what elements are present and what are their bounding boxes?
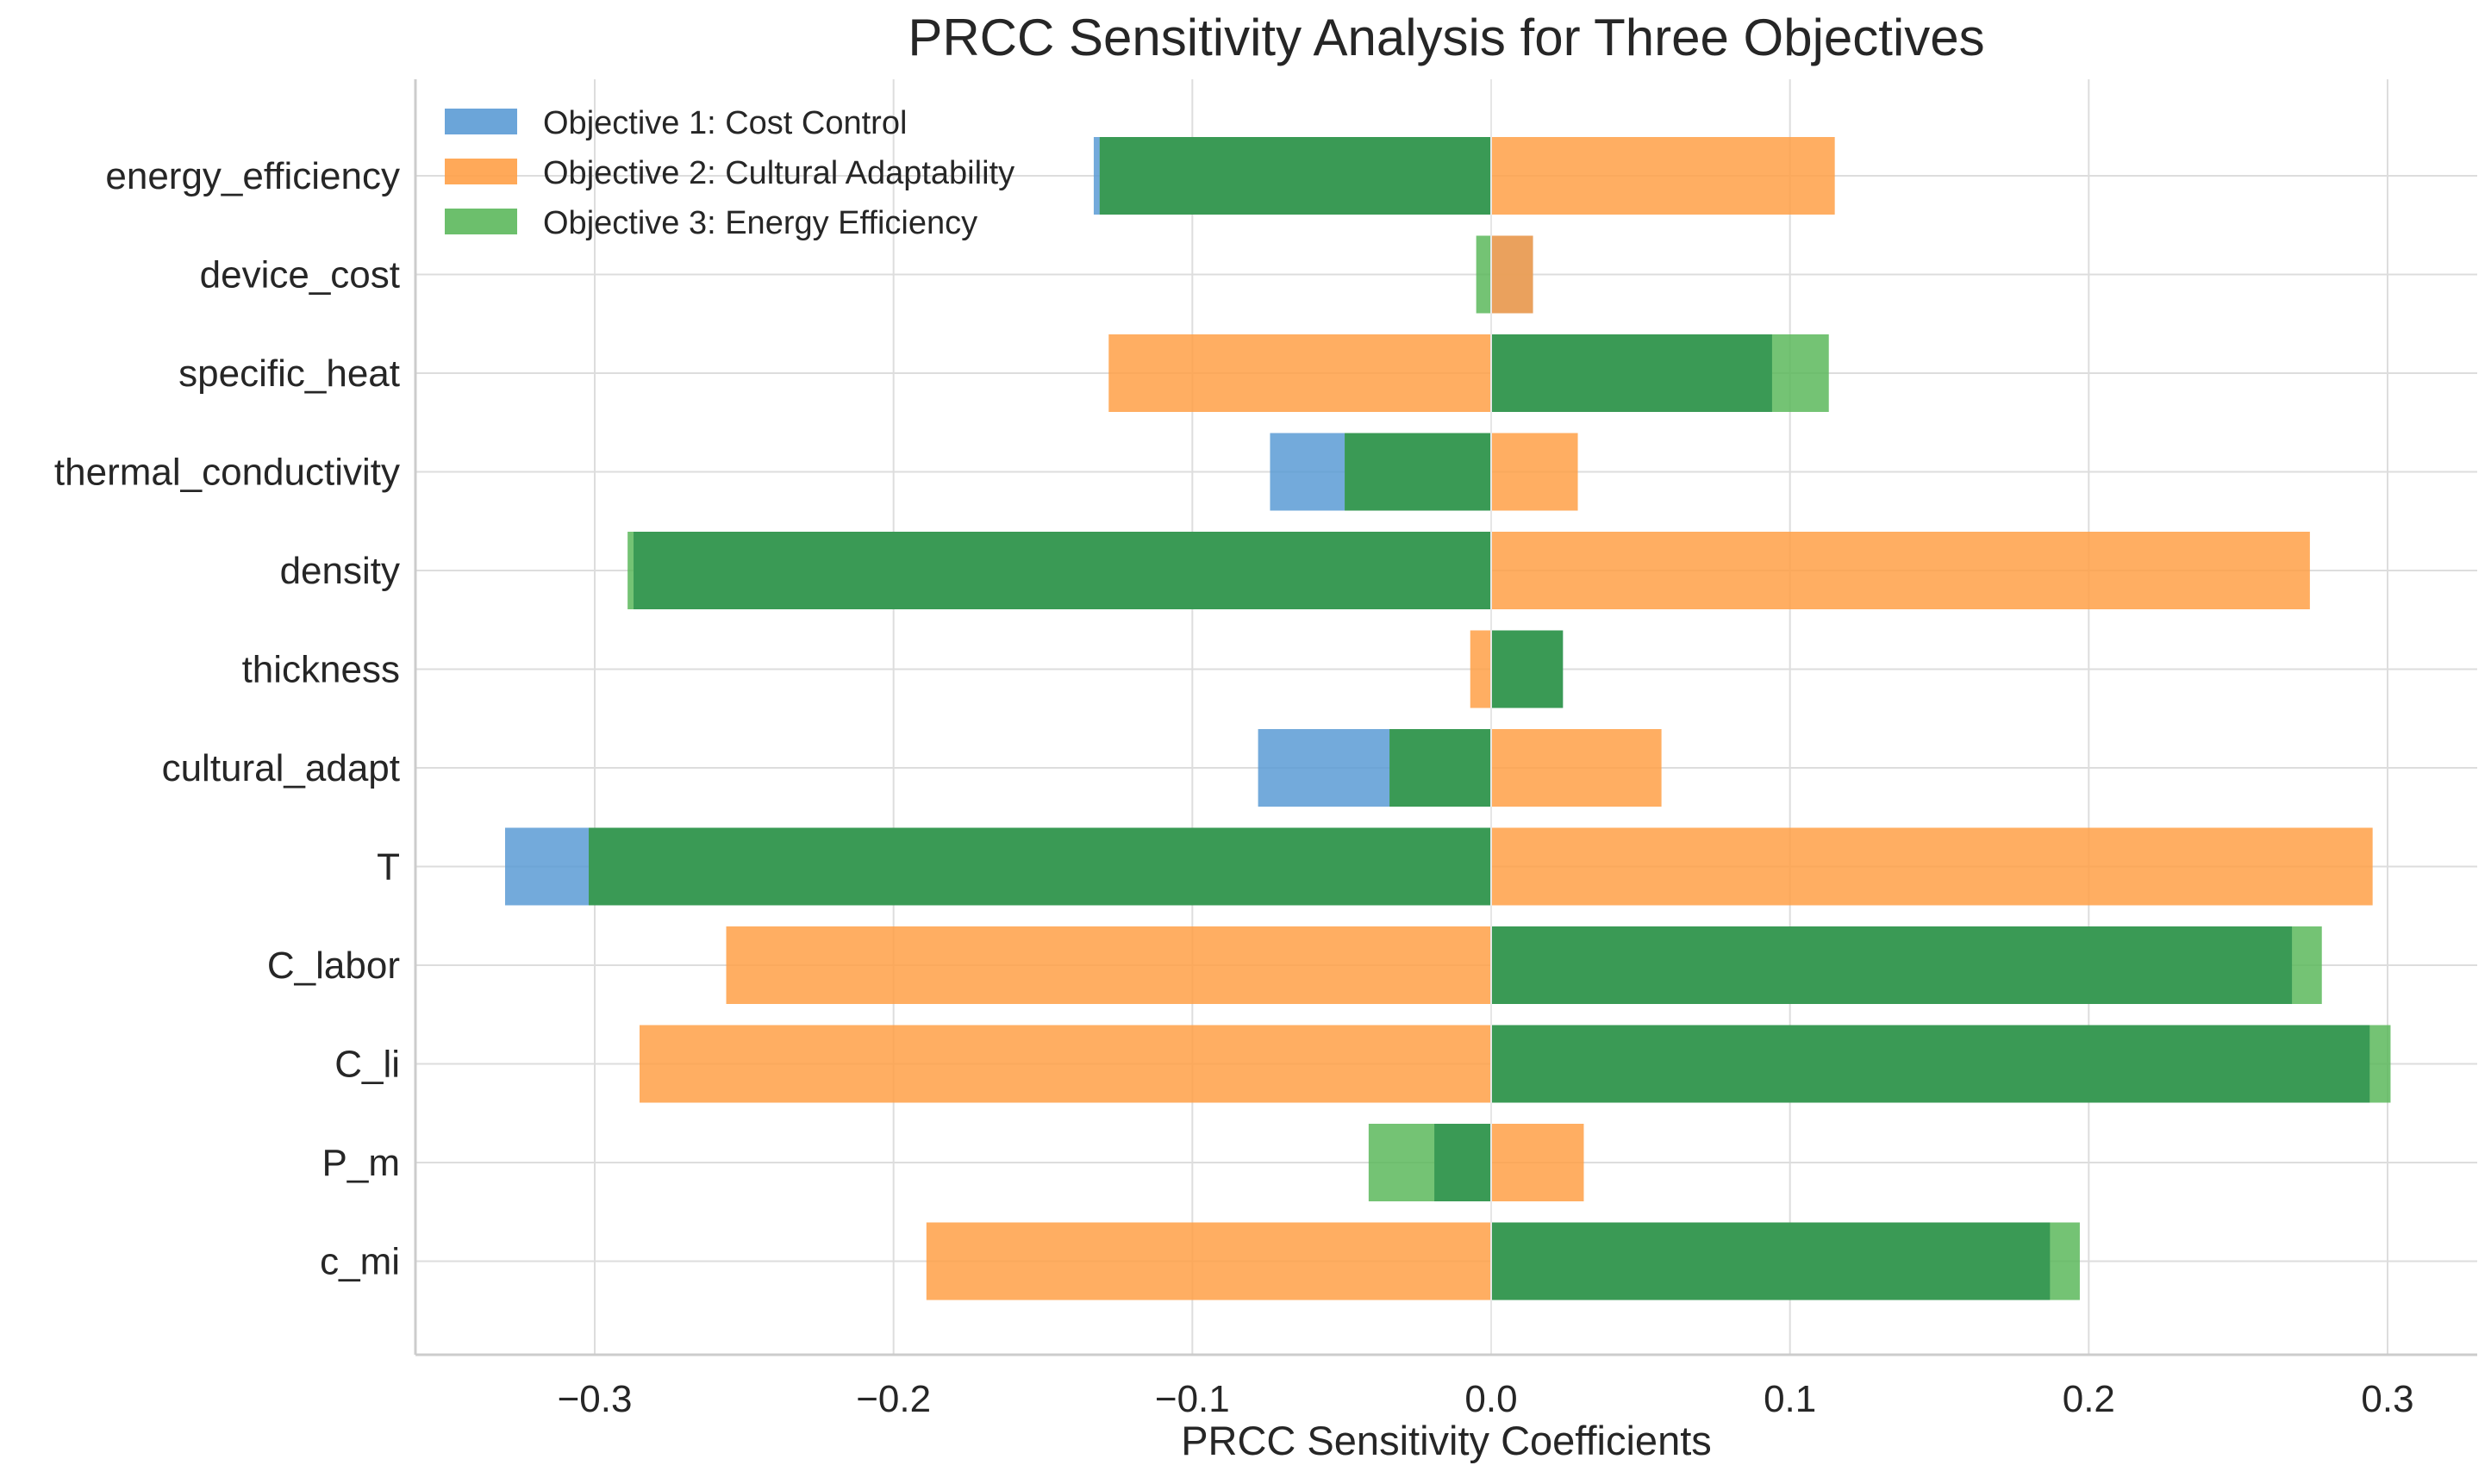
legend-swatch	[445, 109, 517, 134]
objective-overlap-bar	[1434, 1124, 1491, 1201]
legend-label: Objective 2: Cultural Adaptability	[543, 155, 1015, 191]
objective-overlap-bar	[1491, 630, 1564, 708]
objective-2-bar	[1491, 235, 1533, 314]
objective-2-bar	[1491, 137, 1835, 215]
y-tick-label: density	[280, 550, 400, 592]
y-tick-label: C_li	[334, 1044, 400, 1086]
objective-2-bar	[926, 1222, 1491, 1300]
x-tick-label: 0.2	[2063, 1378, 2115, 1420]
y-tick-label: C_labor	[267, 945, 400, 987]
axis-layer: −0.3 −0.2 −0.1 0.0 0.1 0.2 0.3 energy_efficienc…	[54, 79, 2477, 1420]
objective-overlap-bar	[1491, 926, 2293, 1004]
objective-overlap-bar	[634, 532, 1491, 609]
objective-2-bar	[1491, 827, 2373, 906]
objective-2-bar	[1491, 1124, 1584, 1201]
objective-overlap-bar	[589, 827, 1491, 906]
y-tick-label: cultural_adapt	[162, 747, 400, 789]
x-tick-label: −0.2	[856, 1378, 931, 1420]
objective-2-bar	[1108, 334, 1491, 412]
objective-overlap-bar	[1491, 1222, 2051, 1300]
legend-swatch	[445, 209, 517, 234]
y-tick-label: thermal_conductivity	[54, 452, 400, 494]
chart-title: PRCC Sensitivity Analysis for Three Obje…	[908, 9, 1984, 66]
objective-2-bar	[1470, 630, 1491, 708]
y-tick-label: c_mi	[320, 1241, 400, 1283]
bar-layer	[505, 79, 2391, 1355]
objective-3-bar	[1476, 235, 1491, 314]
x-tick-label: −0.1	[1155, 1378, 1230, 1420]
objective-overlap-bar	[1491, 334, 1772, 412]
objective-overlap-bar	[1099, 137, 1491, 215]
legend-label: Objective 3: Energy Efficiency	[543, 205, 977, 241]
y-tick-label: T	[377, 846, 400, 889]
objective-2-bar	[1491, 532, 2310, 609]
objective-2-bar	[726, 926, 1491, 1004]
x-axis-label: PRCC Sensitivity Coefficients	[1181, 1418, 1712, 1463]
y-tick-label: P_m	[322, 1142, 400, 1184]
legend-label: Objective 1: Cost Control	[543, 105, 907, 141]
legend: Objective 1: Cost Control Objective 2: Cu…	[445, 105, 1015, 241]
x-tick-label: −0.3	[558, 1378, 633, 1420]
x-tick-label: 0.1	[1764, 1378, 1816, 1420]
objective-overlap-bar	[1345, 433, 1491, 511]
x-tick-label: 0.3	[2361, 1378, 2413, 1420]
objective-2-bar	[640, 1025, 1491, 1103]
y-tick-label: energy_efficiency	[105, 155, 400, 197]
objective-overlap-bar	[1389, 729, 1491, 807]
objective-2-bar	[1491, 729, 1662, 807]
objective-2-bar	[1491, 433, 1578, 511]
x-tick-label: 0.0	[1464, 1378, 1517, 1420]
objective-overlap-bar	[1491, 1025, 2370, 1103]
y-tick-label: thickness	[242, 649, 400, 691]
y-tick-label: device_cost	[200, 254, 400, 296]
legend-swatch	[445, 159, 517, 184]
y-tick-label: specific_heat	[178, 352, 400, 395]
